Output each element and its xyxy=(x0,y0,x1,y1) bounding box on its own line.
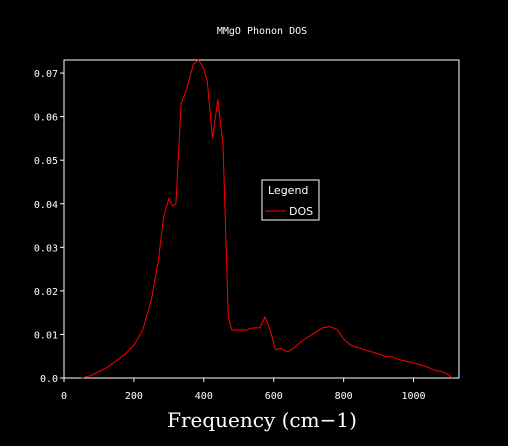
legend: Legend DOS xyxy=(261,179,320,221)
y-tick-label: 0.03 xyxy=(34,243,58,254)
x-axis-label: Frequency (cm−1) xyxy=(167,408,357,432)
x-axis: 0 200 400 600 800 1000 xyxy=(61,378,426,402)
y-tick-label: 0.01 xyxy=(34,330,58,341)
x-tick-label: 0 xyxy=(61,391,67,402)
x-tick-label: 800 xyxy=(335,391,353,402)
y-tick-label: 0.04 xyxy=(34,200,58,211)
y-tick-label: 0.0 xyxy=(40,374,58,385)
x-tick-label: 400 xyxy=(195,391,213,402)
x-tick-label: 1000 xyxy=(402,391,426,402)
y-tick-label: 0.06 xyxy=(34,113,58,124)
y-tick-label: 0.02 xyxy=(34,287,58,298)
plot-area-frame xyxy=(63,59,460,379)
chart-title: MMgO Phonon DOS xyxy=(217,26,307,37)
x-tick-label: 200 xyxy=(125,391,143,402)
y-axis: 0.0 0.01 0.02 0.03 0.04 0.05 0.06 0.07 xyxy=(34,69,64,385)
legend-label-dos: DOS xyxy=(289,205,313,218)
series-line-dos xyxy=(81,59,453,379)
y-tick-label: 0.05 xyxy=(34,156,58,167)
legend-title: Legend xyxy=(268,184,308,197)
y-tick-label: 0.07 xyxy=(34,69,58,80)
legend-box xyxy=(261,179,320,221)
x-tick-label: 600 xyxy=(265,391,283,402)
